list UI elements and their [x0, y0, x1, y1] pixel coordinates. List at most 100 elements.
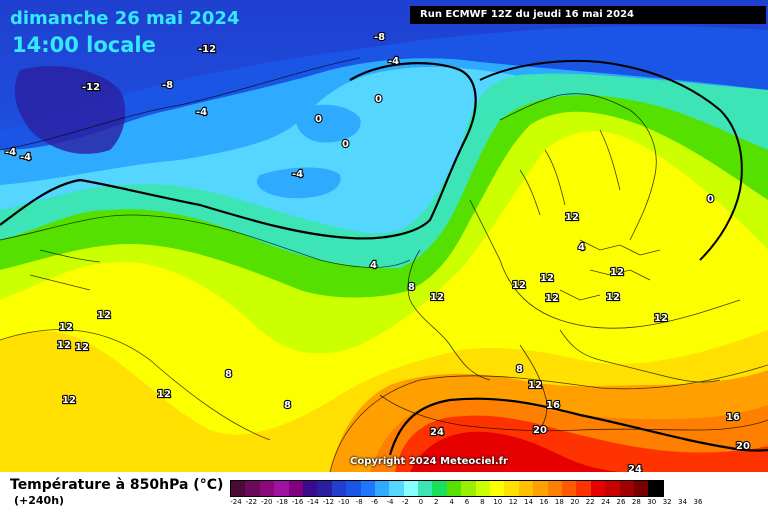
iso-label: 8: [408, 282, 415, 293]
forecast-time: 14:00 locale: [12, 33, 156, 57]
scale-swatch: [274, 481, 289, 496]
iso-label: 0: [375, 94, 382, 105]
scale-label: 0: [418, 498, 424, 506]
scale-swatch: [446, 481, 462, 496]
scale-swatch: [475, 481, 491, 496]
scale-label: -14: [307, 498, 319, 506]
scale-label: 14: [524, 498, 534, 506]
color-scale: [230, 480, 664, 497]
iso-label: 12: [157, 389, 171, 400]
scale-swatch: [576, 481, 591, 496]
scale-label: 36: [693, 498, 703, 506]
iso-label: -4: [292, 169, 303, 180]
scale-swatch: [418, 481, 433, 496]
scale-label: 20: [570, 498, 580, 506]
scale-swatch: [259, 481, 275, 496]
scale-label: 16: [539, 498, 549, 506]
isotherm-zero-thick-east: [479, 59, 743, 261]
color-scale-labels: -24 -22 -20 -18 -16 -14 -12 -10 -8 -6 -4 -2 0 2 4 6 8 10 1…: [230, 498, 705, 510]
scale-swatch: [619, 481, 634, 496]
iso-label: 8: [284, 400, 291, 411]
scale-swatch: [461, 481, 476, 496]
iso-label: -4: [5, 147, 16, 158]
scale-swatch: [231, 481, 246, 496]
iso-label: 12: [565, 212, 579, 223]
ocean-cold-patch: [256, 167, 341, 199]
iso-label: 8: [516, 364, 523, 375]
iso-label: 12: [97, 310, 111, 321]
variable-title: Température à 850hPa (°C): [10, 477, 224, 493]
iso-label: 20: [533, 425, 547, 436]
isotherm-zero-thick: [0, 62, 477, 240]
scale-swatch: [518, 481, 534, 496]
scale-swatch: [533, 481, 548, 496]
scale-label: -24: [230, 498, 242, 506]
iso-label: 8: [225, 369, 232, 380]
iso-label: 0: [707, 194, 714, 205]
scale-swatch: [317, 481, 332, 496]
scale-swatch: [605, 481, 620, 496]
greenland-cold-patch: [14, 66, 126, 154]
iso-label: 12: [75, 342, 89, 353]
scale-swatch: [245, 481, 260, 496]
scale-label: -8: [355, 498, 363, 506]
scale-swatch: [302, 481, 318, 496]
iso-label: -12: [82, 82, 100, 93]
iso-label: 12: [528, 380, 542, 391]
scale-label: 30: [647, 498, 657, 506]
scale-label: 10: [493, 498, 503, 506]
scale-swatch: [346, 481, 361, 496]
scale-swatch: [331, 481, 347, 496]
scale-label: 2: [433, 498, 439, 506]
scale-label: 22: [585, 498, 595, 506]
iso-label: 24: [628, 464, 642, 472]
iso-label: 12: [545, 293, 559, 304]
scale-label: 8: [480, 498, 485, 506]
scale-label: 4: [449, 498, 454, 506]
iso-label: 24: [430, 427, 444, 438]
scale-swatch: [432, 481, 447, 496]
scale-swatch: [360, 481, 375, 496]
scale-label: -10: [338, 498, 350, 506]
scale-label: 6: [464, 498, 470, 506]
coastlines: [29, 93, 768, 436]
iso-label: -4: [196, 107, 207, 118]
scale-swatch: [389, 481, 404, 496]
copyright-notice: Copyright 2024 Meteociel.fr: [350, 456, 508, 467]
iso-label: 0: [315, 114, 322, 125]
iso-label: 12: [512, 280, 526, 291]
scale-swatch: [403, 481, 419, 496]
iso-label: -12: [198, 44, 216, 55]
iso-label: 4: [370, 260, 377, 271]
iso-label: -4: [388, 56, 399, 67]
iso-label: 12: [606, 292, 620, 303]
scale-label: -18: [276, 498, 288, 506]
scale-label: -4: [386, 498, 394, 506]
isotherm-twenty-thick: [388, 397, 768, 456]
scale-swatch: [590, 481, 606, 496]
temperature-850hpa-map: -12 -8 -12 -8 -4 -4 -4 -4 -4 0 0 0 0 4 4…: [0, 0, 768, 472]
scale-label: 12: [508, 498, 518, 506]
scale-label: 24: [601, 498, 611, 506]
scale-swatch: [633, 481, 649, 496]
iso-label: -8: [162, 80, 173, 91]
iso-label: 12: [62, 395, 76, 406]
scale-swatch: [648, 481, 663, 496]
scale-label: -22: [245, 498, 258, 506]
iso-label: 20: [736, 441, 750, 452]
iso-label: 12: [610, 267, 624, 278]
iso-label: -4: [20, 152, 31, 163]
iso-label: 12: [654, 313, 668, 324]
iso-label: 12: [430, 292, 444, 303]
scale-label: 28: [631, 498, 641, 506]
scale-label: -6: [371, 498, 379, 506]
forecast-date: dimanche 26 mai 2024: [10, 8, 240, 29]
iso-label: -8: [374, 32, 385, 43]
scale-swatch: [547, 481, 562, 496]
iso-label: 12: [59, 322, 73, 333]
scale-swatch: [504, 481, 519, 496]
scale-label: -12: [322, 498, 335, 506]
scale-label: 26: [616, 498, 626, 506]
iso-label: 0: [342, 139, 349, 150]
scale-swatch: [490, 481, 505, 496]
